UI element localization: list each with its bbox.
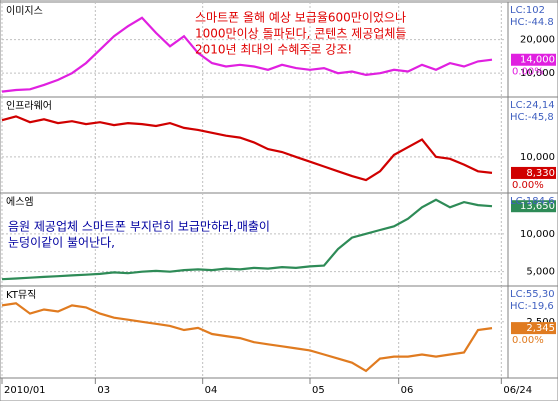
x-tick-label: 04 [205, 385, 218, 396]
y-tick-label: 10,000 [520, 229, 555, 240]
annotation: 1000만이상 돌파된다, 콘텐츠 제공업체들 [195, 27, 406, 41]
lc-label: LC:184.6 [510, 196, 555, 207]
y-tick-label: 10,000 [520, 68, 555, 79]
panel-title: 에스엠 [6, 196, 34, 208]
x-tick-label: 05 [312, 385, 325, 396]
lc-label: LC:55,30 [510, 289, 555, 300]
x-tick-label: 06/24 [503, 385, 532, 396]
hc-label: HC:-19,6 [510, 301, 554, 312]
panel [0, 285, 558, 379]
current-value-box [511, 322, 556, 335]
percent-label: 0.00% [512, 180, 544, 191]
current-value-label: 14,000 [520, 55, 555, 66]
lc-label: LC:102 [510, 5, 545, 16]
price-line [1, 302, 493, 373]
current-value-box [511, 200, 556, 213]
current-value-label: 13,650 [520, 201, 555, 212]
price-line [1, 115, 493, 182]
annotation: 2010년 최대의 수혜주로 강조! [195, 43, 352, 57]
panel-title: 인프라웨어 [6, 100, 52, 112]
y-tick-label: 10,000 [520, 152, 555, 163]
panel-title-box [3, 4, 73, 17]
panel-title: 이미지스 [6, 5, 43, 17]
percent-label: 0.00% [512, 335, 544, 346]
x-tick-label: 03 [97, 385, 110, 396]
hc-label: HC:-44.8 [510, 17, 554, 28]
x-tick-label: 2010/01 [4, 385, 46, 396]
current-value-box [511, 166, 556, 179]
annotation: 음원 제공업체 스마트폰 부지런히 보급만하라,매출이 [8, 220, 270, 234]
y-tick-label: 20,000 [520, 35, 555, 46]
annotation: 눈덩이같이 불어난다, [8, 236, 115, 250]
y-tick-label: 5,000 [526, 267, 555, 278]
lc-label: LC:24,14 [510, 100, 555, 111]
x-tick-label: 06 [401, 385, 414, 396]
current-value-label: 2,345 [526, 323, 555, 334]
hc-label: HC:-45,8 [510, 112, 554, 123]
annotation: 스마트폰 올해 예상 보급율600만이었으나 [195, 11, 406, 25]
current-value-box [511, 53, 556, 66]
current-value-label: 8,330 [526, 168, 555, 179]
panel-title-box [3, 99, 73, 112]
panel-title-box [3, 195, 73, 208]
panel-title: KT뮤직 [6, 289, 36, 301]
panel-title-box [3, 288, 73, 301]
price-line [1, 16, 493, 93]
price-line [1, 198, 493, 281]
percent-label: 0.00% [512, 67, 544, 78]
